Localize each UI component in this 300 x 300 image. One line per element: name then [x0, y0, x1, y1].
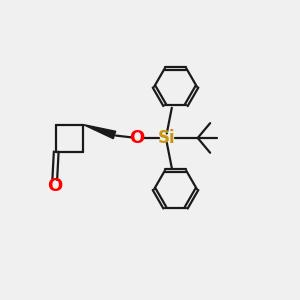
Text: Si: Si — [158, 129, 175, 147]
Polygon shape — [83, 124, 116, 139]
Text: O: O — [47, 177, 62, 195]
Text: O: O — [129, 129, 144, 147]
